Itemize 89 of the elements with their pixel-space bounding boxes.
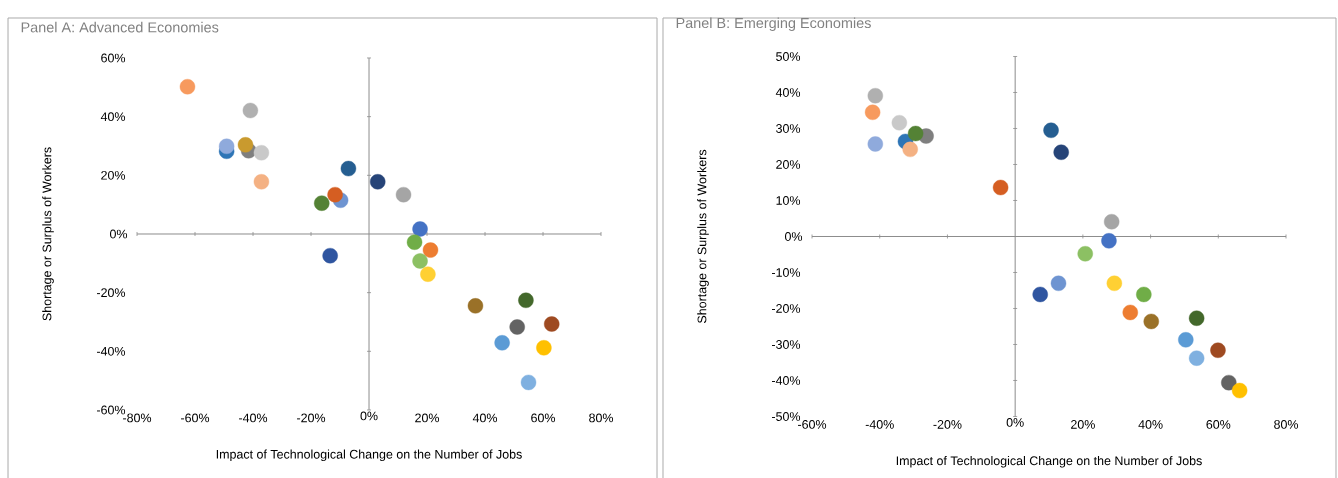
point [253,174,270,190]
x-axis-title: Impact of Technological Change on the Number of Jobs [896,456,1202,468]
y-tick-label: -20% [771,304,801,313]
x-axis-title: Impact of Technological Change on the Number of Jobs [216,449,522,462]
y-tick-label: 60% [101,53,126,63]
point [867,136,884,152]
x-tick-label: 60% [1206,420,1231,429]
point [1053,144,1069,160]
y-tick-label: 10% [776,196,801,205]
point [1101,233,1117,249]
point [907,125,924,142]
point [509,319,525,335]
point [1231,382,1248,399]
y-tick-label: -10% [771,268,801,277]
point [1143,313,1159,330]
y-tick-label: 30% [776,124,801,133]
y-tick-label: -40% [96,346,126,356]
y-tick-label: 40% [100,112,126,122]
x-tick-label: 0% [1006,418,1024,427]
x-tick-label: -80% [123,413,152,423]
point [340,160,357,177]
y-tick-label: -30% [771,340,801,349]
x-tick-label: 60% [531,413,556,423]
point [536,340,552,356]
point [412,221,428,237]
point [242,102,259,119]
point [1103,214,1120,230]
point [518,292,534,308]
x-tick-label: -60% [798,420,827,429]
x-tick-label: 0% [360,411,378,421]
y-axis-title: Shortage or Surplus of Workers [42,147,54,321]
point [314,195,330,211]
x-tick-label: -20% [297,413,326,423]
y-axis-title: Shortage or Surplus of Workers [697,149,709,324]
x-tick-label: -40% [865,420,894,429]
chart-title: Panel B: Emerging Economies [676,17,871,31]
x-tick-label: 20% [415,413,440,423]
x-tick-label: 40% [1138,420,1163,429]
y-tick-label: 0% [109,229,128,239]
point [322,247,338,264]
y-tick-label: -60% [96,405,126,415]
point [992,179,1009,196]
point [1050,275,1067,291]
point [867,88,884,104]
point [1188,310,1205,326]
x-tick-label: -60% [181,413,210,423]
point [1210,342,1226,358]
x-tick-label: -40% [239,413,268,423]
point [370,174,386,190]
y-tick-label: 20% [101,170,126,180]
point [494,335,510,351]
point [1188,350,1205,366]
y-tick-label: 20% [776,160,801,169]
point [237,137,254,153]
x-tick-label: 80% [589,413,614,423]
point [1178,332,1194,348]
point [395,186,412,203]
y-tick-label: 0% [784,232,803,241]
x-tick-label: -20% [933,420,962,429]
point [1077,246,1093,262]
point [902,141,918,158]
y-tick-label: -20% [96,288,126,298]
point [412,253,428,269]
y-tick-label: -50% [771,412,801,421]
point [1043,122,1059,138]
x-tick-label: 20% [1071,420,1095,429]
point [218,138,235,154]
point [406,234,423,250]
point [864,104,881,120]
y-tick-label: -40% [771,376,801,385]
x-tick-label: 40% [472,413,498,423]
point [179,79,196,95]
point [1136,286,1152,303]
point [1122,304,1138,321]
y-tick-label: 40% [775,88,801,97]
point [1032,286,1048,303]
point [327,186,343,203]
point [520,374,537,391]
point [420,266,436,282]
point [467,298,484,314]
point [422,242,439,258]
y-tick-label: 50% [776,52,801,61]
x-tick-label: 80% [1274,420,1299,429]
point [891,115,908,131]
point [253,145,270,161]
point [544,316,560,332]
point [1106,275,1123,291]
chart-title: Panel A: Advanced Economies [21,21,219,33]
point [1221,374,1237,391]
